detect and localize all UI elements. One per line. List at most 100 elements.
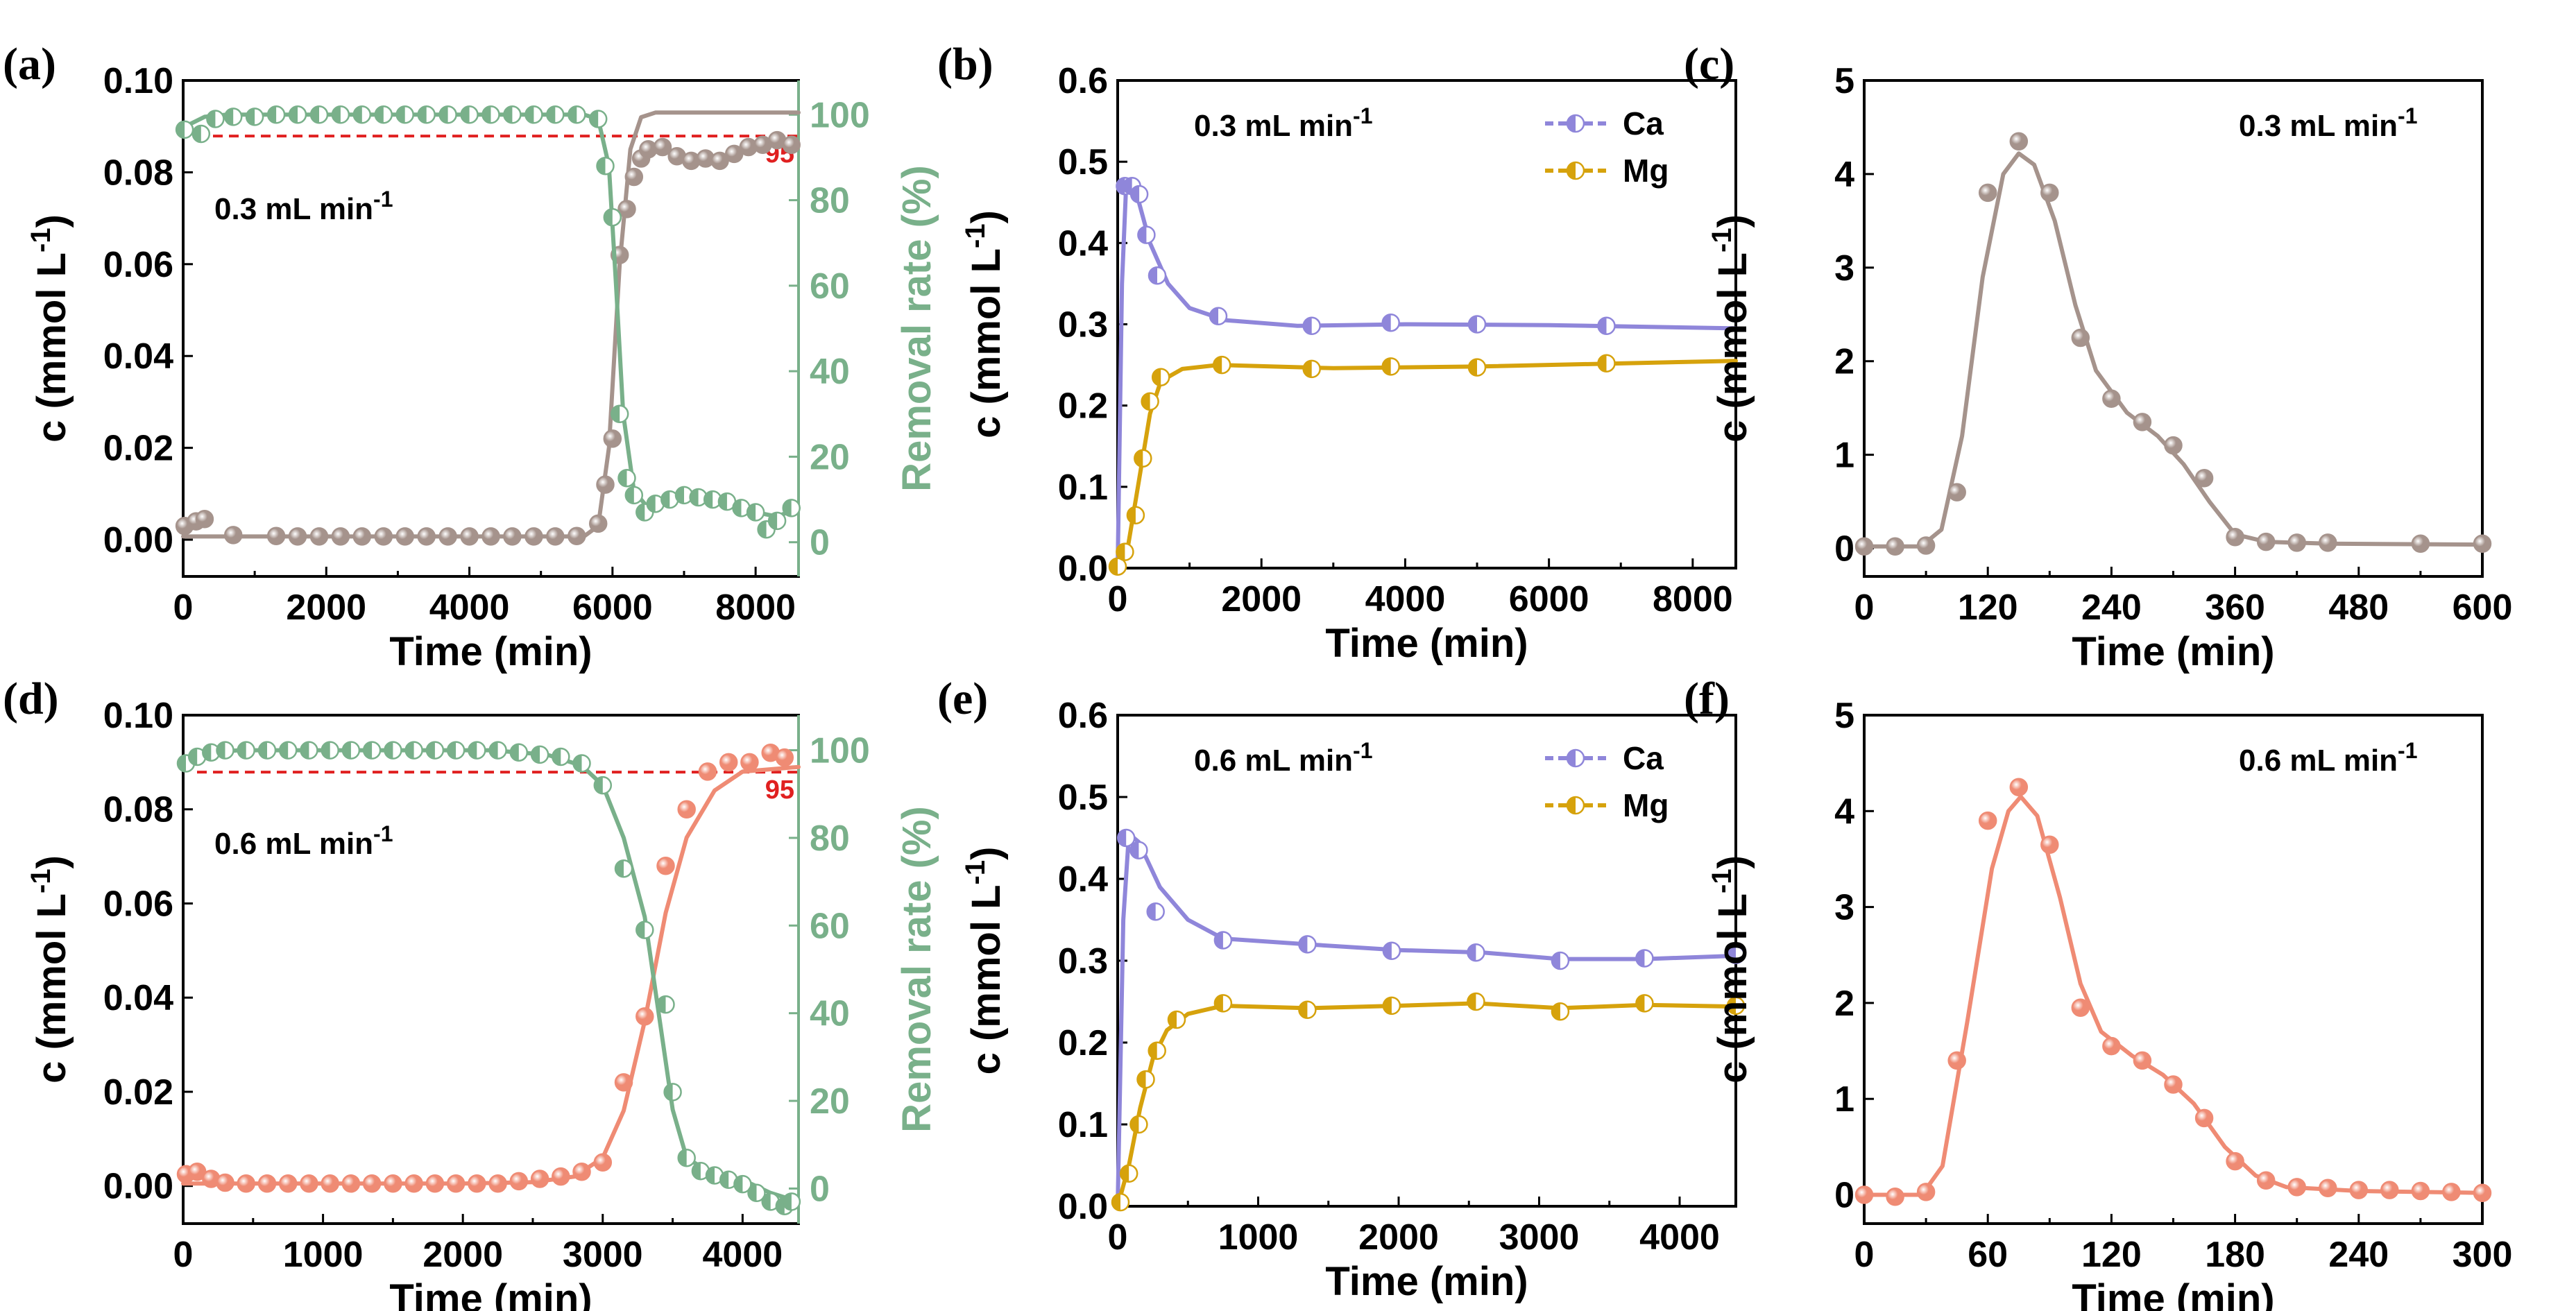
data-point-removal-fill [405,742,414,759]
data-point-elution [2102,389,2121,408]
y-tick-label: 3 [1834,888,1854,928]
y-tick-label: 0.5 [1058,778,1108,818]
x-tick-label: 1000 [1218,1217,1299,1258]
data-point-conc [425,1174,445,1193]
data-point-elution [2040,835,2059,854]
data-point-conc [404,1174,423,1193]
x-tick-label: 120 [2081,1235,2142,1275]
data-point-removal-fill [783,1193,792,1210]
y-tick-label: 0.02 [103,1072,173,1113]
series-mg [1111,992,1746,1212]
data-point-mg-fill [1303,360,1312,377]
y-axis-title: c (mmol L-1) [1707,855,1755,1083]
data-point-conc [524,527,543,546]
series-elution [1854,778,2492,1206]
data-point-conc [331,527,350,546]
data-point-removal-fill [310,106,319,123]
data-point-conc [509,1172,529,1191]
data-point-removal-fill [375,106,384,123]
data-point-conc [568,526,586,545]
y-axis-title-sup: -1 [960,860,991,885]
data-point-removal-fill [396,106,405,123]
legend-label: Ca [1623,740,1664,776]
data-point-removal-fill [207,110,216,128]
data-point-mg-fill [1112,1194,1121,1211]
data-point-removal-fill [259,742,268,759]
y-tick-label: 0 [1834,1176,1854,1216]
data-point-conc [603,429,622,448]
x-tick-label: 360 [2205,588,2265,628]
data-point-conc [288,527,307,546]
x-tick-label: 4000 [1365,579,1446,619]
data-point-ca-fill [1118,829,1127,846]
y-tick-label: 0.4 [1058,223,1108,264]
data-point-mg-fill [1727,997,1736,1014]
data-point-conc [266,526,286,545]
data-point-elution [2473,534,2492,554]
data-point-removal-fill [636,921,645,939]
y-tick-label: 0.00 [103,520,173,560]
y-tick-label: 0.02 [103,429,173,469]
data-point-elution [1886,537,1904,556]
x-axis-title: Time (min) [2072,629,2274,674]
data-point-conc [341,1174,361,1193]
flow-rate-annotation: 0.6 mL min-1 [214,821,393,861]
x-tick-label: 0 [173,588,194,628]
data-point-removal-fill [704,491,713,508]
legend: Ca Mg [1545,105,1669,189]
data-point-conc [446,1174,466,1193]
data-point-removal-fill [647,495,656,513]
flow-rate-sup: -1 [1353,103,1372,128]
data-point-removal-fill [237,742,246,759]
data-point-elution [1916,1183,1936,1201]
y-tick-label: 0.08 [103,153,173,193]
data-point-elution [2256,532,2276,551]
y-tick-label: 5 [1834,696,1854,736]
data-point-ca-fill [1299,936,1308,953]
y2-axis-title: Removal rate (%) [894,806,939,1133]
data-point-conc [653,137,672,157]
series-removal-fit-line [181,112,801,519]
data-point-elution [2226,528,2244,547]
y2-tick-label: 60 [810,266,850,307]
data-point-conc [460,527,479,546]
data-point-ca-fill [1728,946,1737,963]
legend-marker-fill [1567,750,1576,766]
data-point-removal-fill [289,106,298,123]
panel-label: (a) [3,39,56,89]
data-point-removal-fill [678,1149,687,1167]
x-tick-label: 8000 [715,588,796,628]
x-tick-label: 4000 [1639,1217,1720,1258]
data-point-mg-fill [1134,449,1143,467]
data-point-removal-fill [675,486,684,504]
data-point-elution [2040,183,2059,203]
x-axis-title: Time (min) [389,1276,592,1311]
y-axis-title: c (mmol L-1) [26,855,74,1083]
data-point-conc [572,1163,591,1181]
y-tick-label: 0.3 [1058,941,1108,982]
data-point-mg-fill [1168,1011,1177,1028]
data-point-elution [2009,778,2029,796]
data-point-mg-fill [1636,995,1645,1012]
series-elution [1854,132,2492,556]
data-point-conc [374,527,393,546]
data-point-mg-fill [1116,543,1125,560]
legend-item-mg: Mg [1545,787,1669,823]
legend-label: Ca [1623,105,1664,142]
data-point-conc [216,1173,234,1192]
y2-tick-label: 0 [810,1169,830,1209]
data-point-removal-fill [447,742,457,759]
data-point-mg-fill [1598,354,1607,372]
data-point-removal-fill [504,106,513,123]
data-point-ca-fill [1551,952,1560,969]
panel-a: 0 2000 4000 6000 8000 0.00 0.02 0.04 0.06 0.08 0.1… [3,39,939,674]
y-axis-title-sup: -1 [1707,868,1737,893]
x-axis-title: Time (min) [2072,1276,2274,1311]
data-point-conc [677,800,696,819]
data-point-conc [636,1007,654,1026]
data-point-elution [1886,1188,1904,1206]
data-point-removal-fill [461,106,470,123]
data-point-conc [593,1153,613,1172]
data-point-mg-fill [1469,359,1478,376]
data-point-removal-fill [597,157,606,175]
